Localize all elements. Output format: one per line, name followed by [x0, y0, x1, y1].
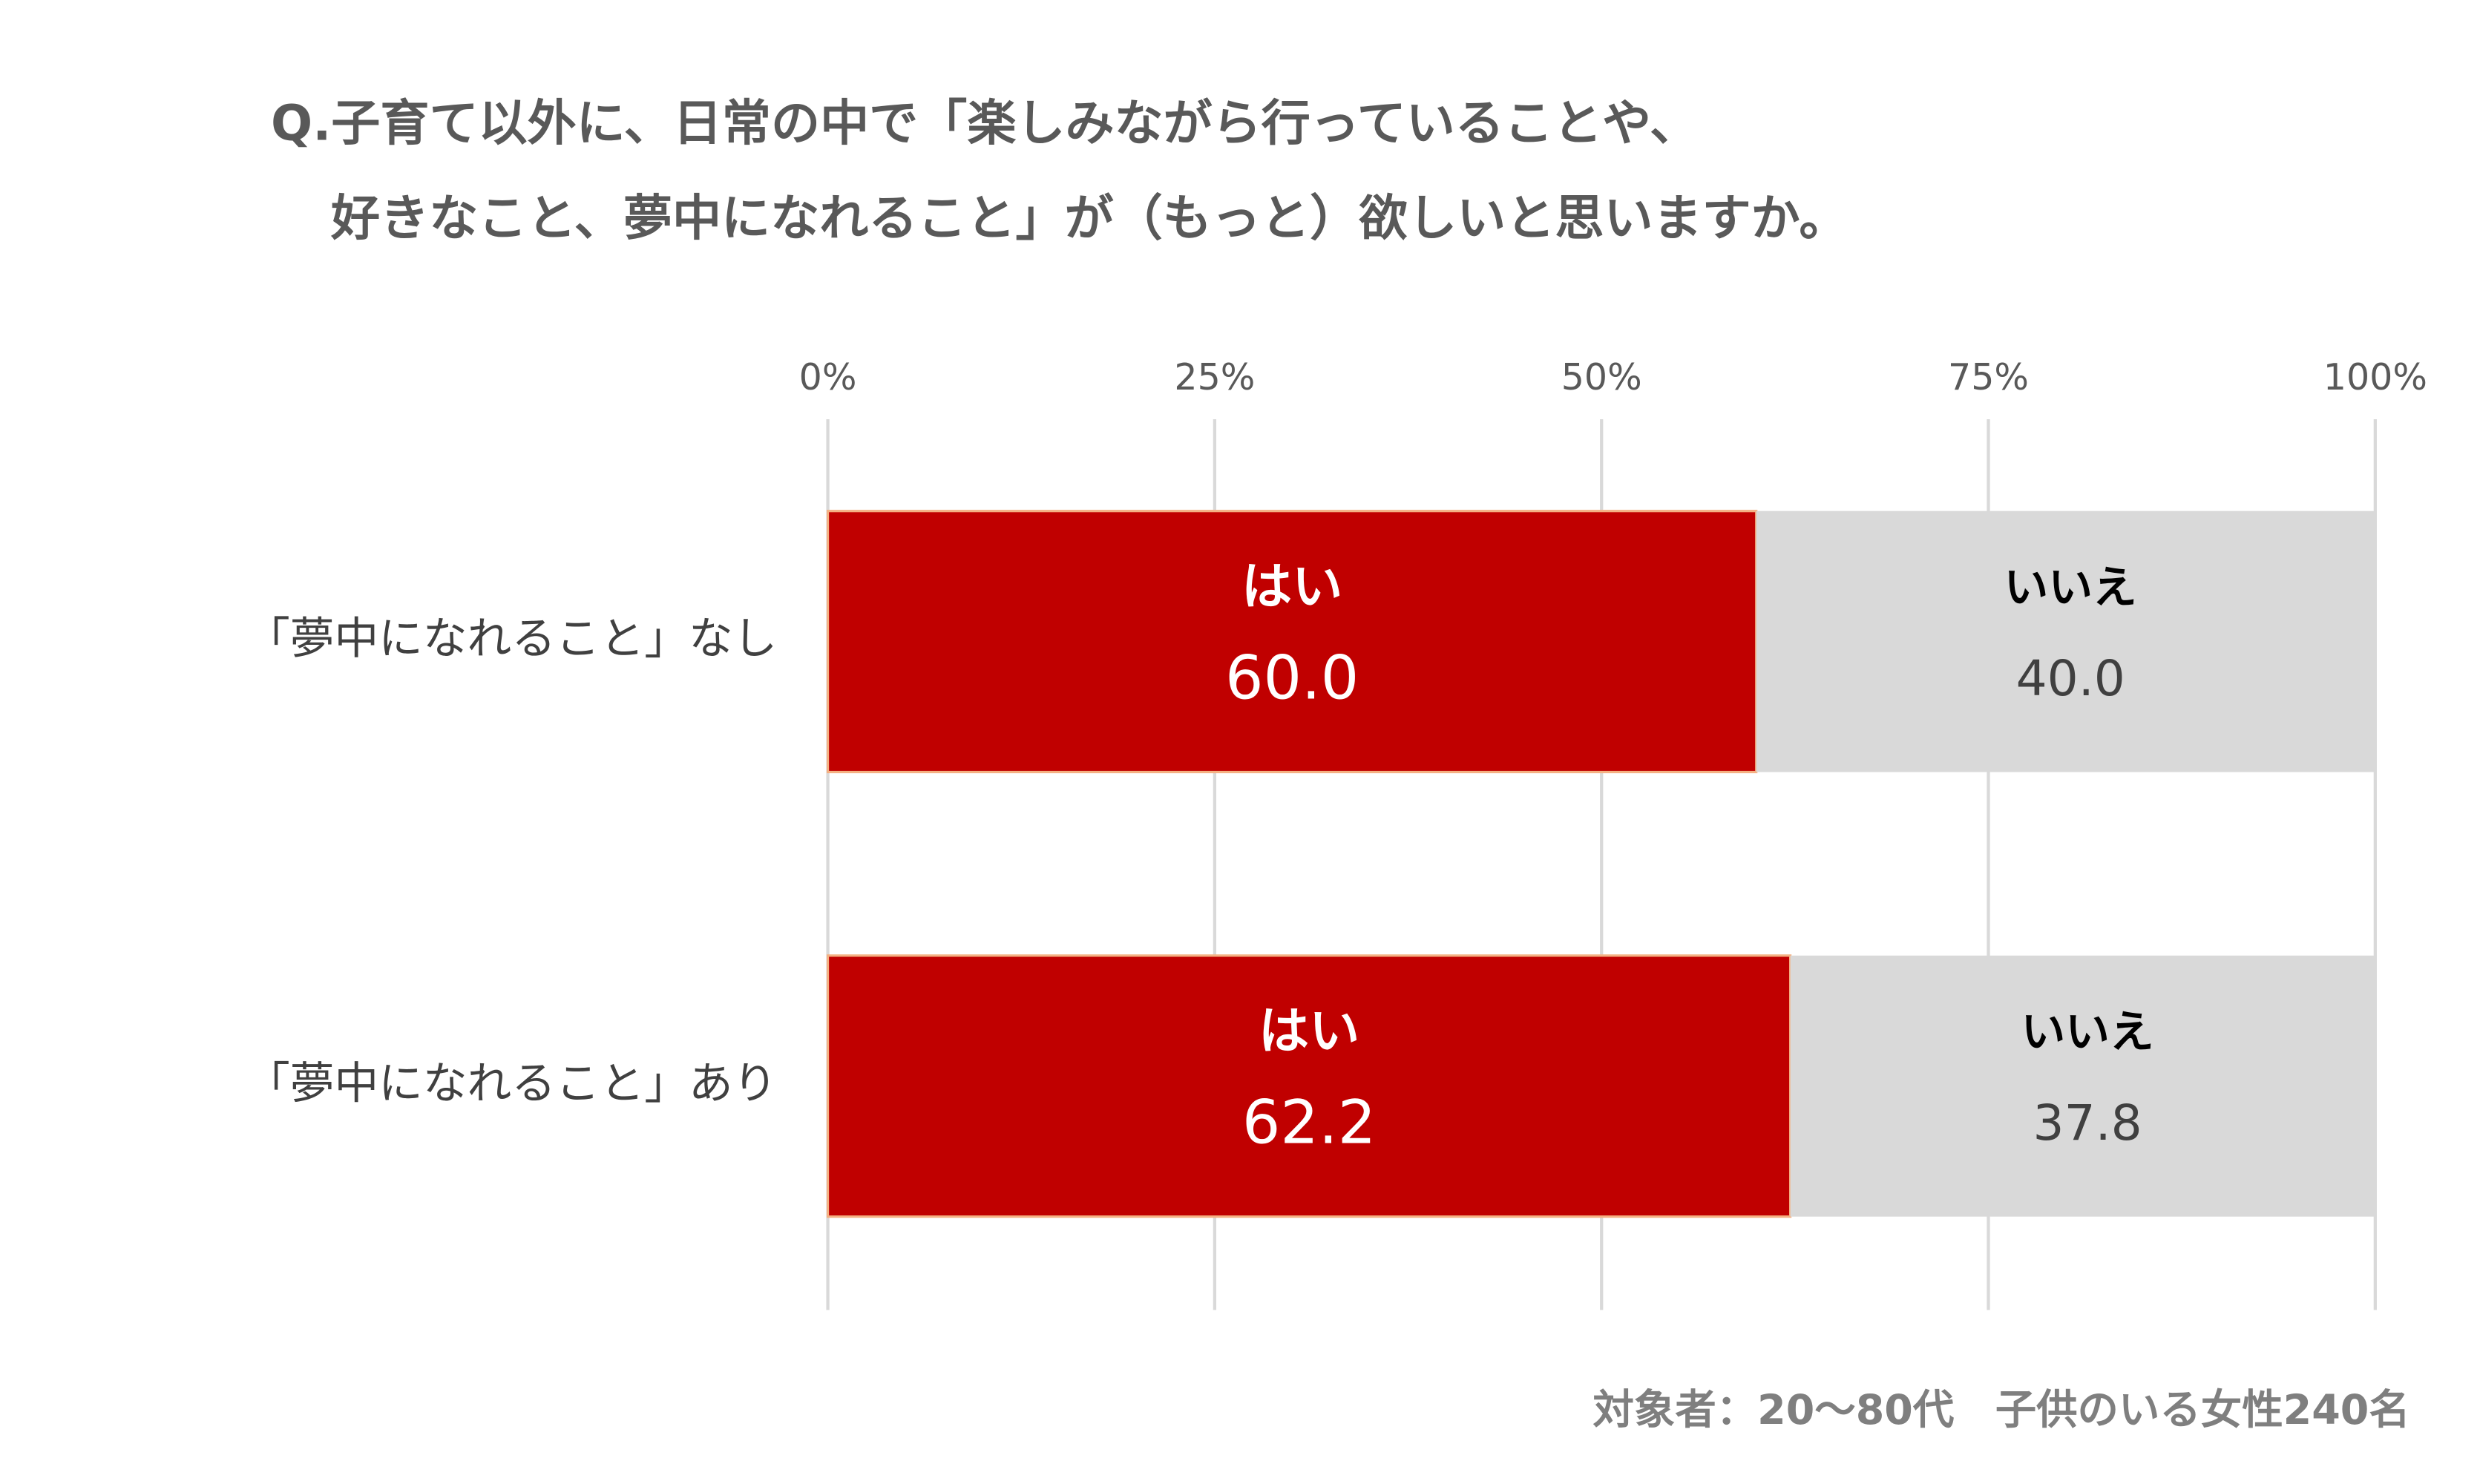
chart-title: Q.子育て以外に、日常の中で「楽しみながら行っていることや、 [271, 95, 1699, 152]
x-tick-label: 75% [1948, 355, 2029, 398]
bar-segment [826, 510, 1758, 774]
segment-name: はい [1241, 558, 1342, 617]
x-tick-label: 0% [799, 355, 857, 398]
bar-segment [1790, 955, 2375, 1217]
segment-name: いいえ [2021, 1007, 2154, 1058]
x-tick-label: 25% [1174, 355, 1255, 398]
x-tick-label: 50% [1561, 355, 1642, 398]
segment-name: はい [1259, 1002, 1359, 1061]
chart-title: 好きなこと、夢中になれること」が（もっと）欲しいと思いますか。 [330, 190, 1848, 247]
data-label: 60.0 [1225, 643, 1359, 713]
segment-name: いいえ [2004, 562, 2137, 614]
bar-segment [1756, 510, 2375, 772]
y-tick-label: 「夢中になれること」あり [246, 1058, 777, 1109]
data-label: 37.8 [2033, 1094, 2142, 1152]
data-label: 40.0 [2016, 650, 2125, 707]
footnote: 対象者：20～80代 子供のいる女性240名 [1592, 1387, 2410, 1434]
data-label: 62.2 [1242, 1089, 1376, 1158]
bar-segment [826, 954, 1792, 1218]
plot-root: Q.子育て以外に、日常の中で「楽しみながら行っていることや、 好きなこと、夢中に… [246, 95, 2427, 1435]
x-tick-label: 100% [2323, 355, 2427, 398]
y-tick-label: 「夢中になれること」なし [246, 614, 777, 665]
